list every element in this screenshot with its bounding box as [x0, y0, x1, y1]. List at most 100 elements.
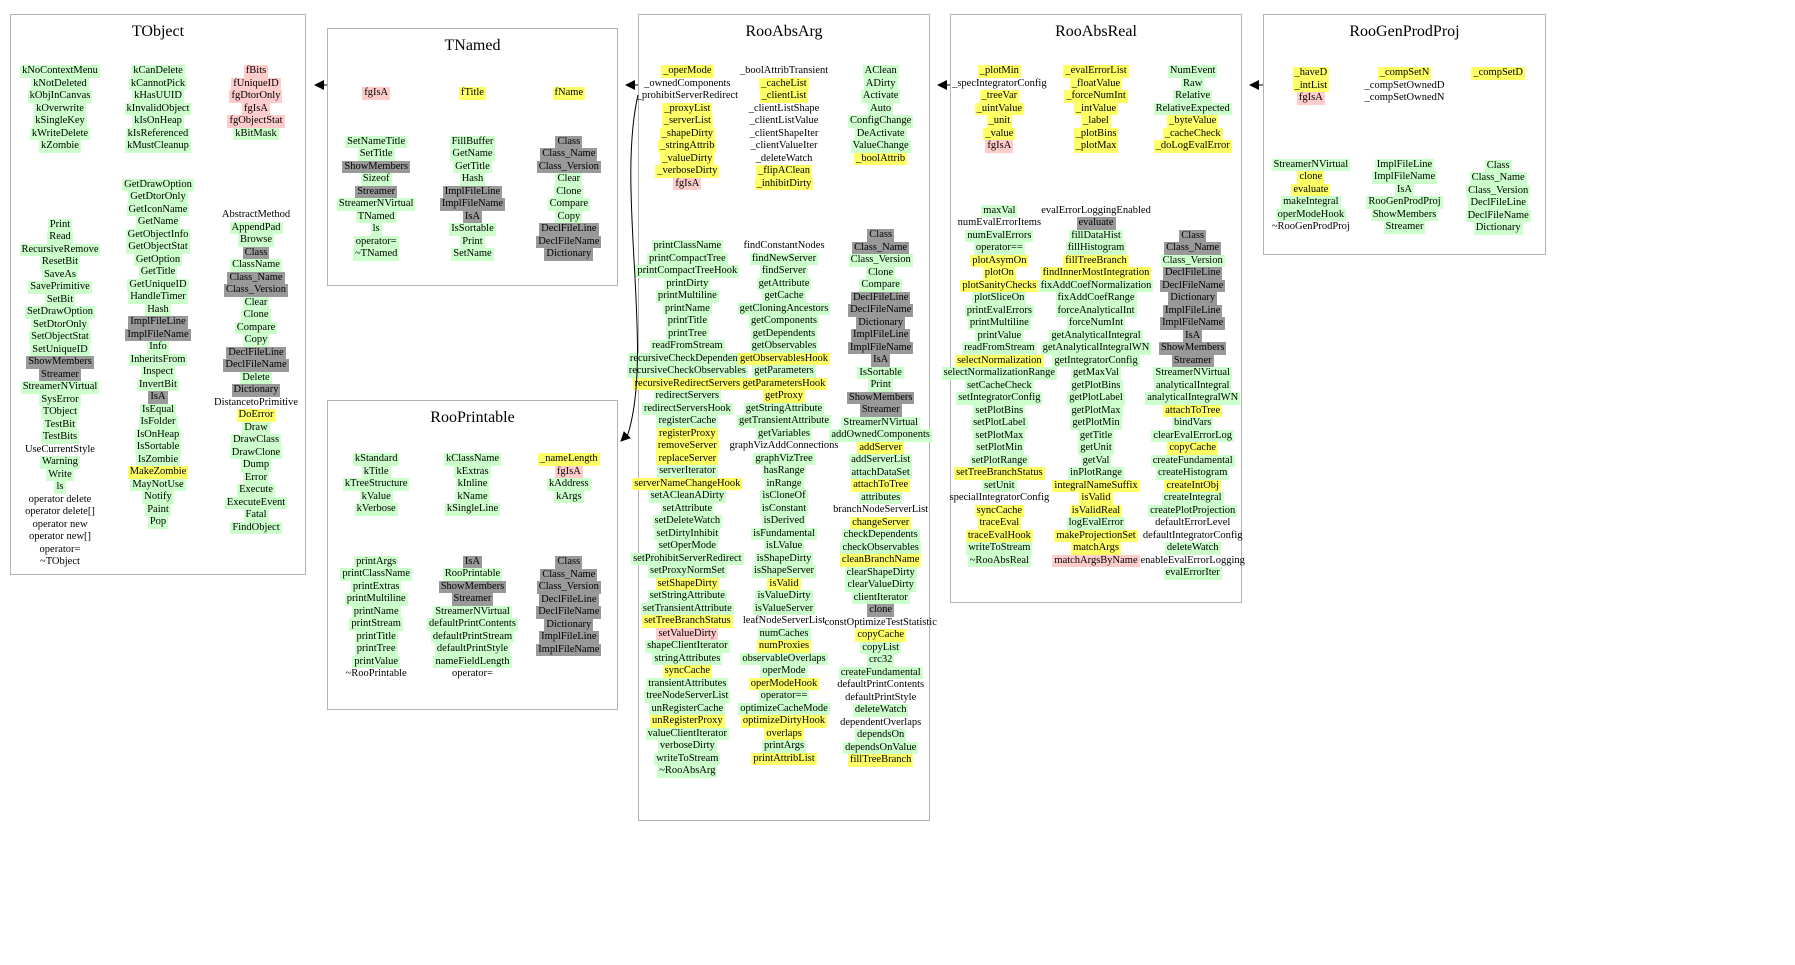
member-plotmin[interactable]: _plotMin: [977, 65, 1021, 78]
member-auto[interactable]: Auto: [868, 102, 894, 115]
member-crc32[interactable]: crc32: [867, 654, 895, 667]
member-isvaluedirty[interactable]: isValueDirty: [755, 590, 813, 603]
member-getplotmin[interactable]: getPlotMin: [1070, 417, 1122, 430]
member-setacleanadirty[interactable]: setACleanADirty: [648, 490, 727, 503]
member-drawclass[interactable]: DrawClass: [230, 434, 282, 447]
member-printname[interactable]: printName: [662, 302, 712, 315]
member-findconstantnodes[interactable]: findConstantNodes: [743, 240, 825, 251]
member-setplotrange[interactable]: setPlotRange: [969, 454, 1030, 467]
member-class-name[interactable]: Class_Name: [852, 241, 910, 254]
member-stringattributes[interactable]: stringAttributes: [652, 652, 723, 665]
member-declfileline[interactable]: DeclFileLine: [1468, 197, 1528, 210]
member-addserverlist[interactable]: addServerList: [849, 454, 913, 467]
member-class-version[interactable]: Class_Version: [536, 160, 601, 173]
member-treenodeserverlist[interactable]: treeNodeServerList: [644, 690, 731, 703]
member-kname[interactable]: kName: [455, 490, 490, 503]
member-kverbose[interactable]: kVerbose: [354, 503, 398, 516]
member-printstream[interactable]: printStream: [349, 618, 403, 631]
member-getproxy[interactable]: getProxy: [763, 390, 805, 403]
member-setopermode[interactable]: setOperMode: [656, 540, 718, 553]
member-setname[interactable]: SetName: [451, 248, 494, 261]
member-setintegratorconfig[interactable]: setIntegratorConfig: [956, 392, 1043, 405]
member-streamernvirtual[interactable]: StreamerNVirtual: [336, 198, 416, 211]
member-printvalue[interactable]: printValue: [352, 655, 401, 668]
member-removeserver[interactable]: removeServer: [655, 440, 719, 453]
member-operator-delete[interactable]: operator delete[]: [25, 506, 95, 517]
member-declfileline[interactable]: DeclFileLine: [539, 593, 599, 606]
member-createhistogram[interactable]: createHistogram: [1155, 467, 1230, 480]
member-unregisterproxy[interactable]: unRegisterProxy: [650, 715, 725, 728]
member-clearevalerrorlog[interactable]: clearEvalErrorLog: [1151, 429, 1235, 442]
member-rooabsarg[interactable]: ~RooAbsArg: [657, 765, 718, 778]
member-iszombie[interactable]: IsZombie: [135, 453, 181, 466]
member-createintobj[interactable]: createIntObj: [1164, 479, 1221, 492]
member-writetostream[interactable]: writeToStream: [654, 752, 721, 765]
member-makeintegral[interactable]: makeIntegral: [1281, 196, 1341, 209]
member-dictionary[interactable]: Dictionary: [544, 618, 594, 631]
member-streamernvirtual[interactable]: StreamerNVirtual: [841, 416, 920, 429]
member-koverwrite[interactable]: kOverwrite: [34, 102, 86, 115]
member-settreebranchstatus[interactable]: setTreeBranchStatus: [954, 467, 1045, 480]
member-getname[interactable]: GetName: [450, 148, 495, 161]
member-dictionary[interactable]: Dictionary: [1473, 222, 1523, 235]
member-getoption[interactable]: GetOption: [133, 253, 183, 266]
member-kisreferenced[interactable]: kIsReferenced: [125, 127, 191, 140]
member-setuniqueid[interactable]: SetUniqueID: [30, 343, 90, 356]
member-kinline[interactable]: kInline: [455, 478, 490, 491]
member-setbit[interactable]: SetBit: [44, 293, 76, 306]
member-browse[interactable]: Browse: [237, 234, 275, 247]
member-operator-new[interactable]: operator new: [32, 518, 88, 530]
member-ownedcomponents[interactable]: _ownedComponents: [644, 77, 731, 89]
member-setplotlabel[interactable]: setPlotLabel: [971, 417, 1028, 430]
member-kmustcleanup[interactable]: kMustCleanup: [125, 140, 191, 153]
member-transientattributes[interactable]: transientAttributes: [646, 677, 729, 690]
member-getplotbins[interactable]: getPlotBins: [1069, 379, 1123, 392]
member-gettitle[interactable]: getTitle: [1077, 429, 1115, 442]
member-class-version[interactable]: Class_Version: [1160, 254, 1225, 267]
member-hasrange[interactable]: hasRange: [761, 465, 807, 478]
member-findobject[interactable]: FindObject: [230, 521, 282, 534]
member-isequal[interactable]: IsEqual: [139, 403, 177, 416]
member-writetostream[interactable]: writeToStream: [966, 542, 1033, 555]
member-printdirty[interactable]: printDirty: [664, 277, 711, 290]
member-implfileline[interactable]: ImplFileLine: [442, 185, 503, 198]
member-servernamechangehook[interactable]: serverNameChangeHook: [632, 477, 743, 490]
member-getname[interactable]: GetName: [135, 216, 181, 229]
member-fixaddcoefrange[interactable]: fixAddCoefRange: [1055, 292, 1137, 305]
member-proxylist[interactable]: _proxyList: [662, 102, 713, 115]
member-class-version[interactable]: Class_Version: [536, 581, 601, 594]
member-streamernvirtual[interactable]: StreamerNVirtual: [1271, 158, 1351, 171]
member-streamer[interactable]: Streamer: [355, 185, 398, 198]
member-opermodehook[interactable]: operModeHook: [1275, 208, 1347, 221]
member-getparameters[interactable]: getParameters: [752, 365, 816, 378]
member-printtree[interactable]: printTree: [665, 327, 709, 340]
member-declfilename[interactable]: DeclFileName: [536, 606, 602, 619]
member-showmembers[interactable]: ShowMembers: [26, 356, 94, 369]
member-implfileline[interactable]: ImplFileLine: [850, 329, 911, 342]
member-isonheap[interactable]: IsOnHeap: [134, 428, 182, 441]
member-declfileline[interactable]: DeclFileLine: [1162, 267, 1223, 280]
member-setplotmin[interactable]: setPlotMin: [974, 442, 1025, 455]
member-deletewatch[interactable]: _deleteWatch: [755, 152, 813, 164]
member-attachtotree[interactable]: attachToTree: [851, 479, 911, 492]
member-getcache[interactable]: getCache: [762, 290, 806, 303]
member-maxval[interactable]: maxVal: [981, 204, 1018, 217]
member-printmultiline[interactable]: printMultiline: [967, 317, 1031, 330]
member-serveriterator[interactable]: serverIterator: [657, 465, 718, 478]
member-getcomponents[interactable]: getComponents: [749, 315, 819, 328]
member-findinnermostintegration[interactable]: findInnerMostIntegration: [1040, 267, 1152, 280]
member-numcaches[interactable]: numCaches: [757, 627, 811, 640]
member-dependsonvalue[interactable]: dependsOnValue: [843, 741, 919, 754]
member-showmembers[interactable]: ShowMembers: [846, 391, 915, 404]
member-stringattrib[interactable]: _stringAttrib: [658, 140, 717, 153]
member-floatvalue[interactable]: _floatValue: [1069, 77, 1123, 90]
member-cachelist[interactable]: _cacheList: [759, 77, 809, 90]
member-checkdependents[interactable]: checkDependents: [841, 529, 920, 542]
member-doerror[interactable]: DoError: [236, 409, 276, 422]
member-bindvars[interactable]: bindVars: [1172, 417, 1214, 430]
member-fgobjectstat[interactable]: fgObjectStat: [227, 115, 285, 128]
member-valueclientiterator[interactable]: valueClientIterator: [645, 727, 729, 740]
member-implfilename[interactable]: ImplFileName: [848, 341, 914, 354]
member-fgisa[interactable]: fgIsA: [554, 465, 583, 478]
member-adirty[interactable]: ADirty: [863, 77, 898, 90]
